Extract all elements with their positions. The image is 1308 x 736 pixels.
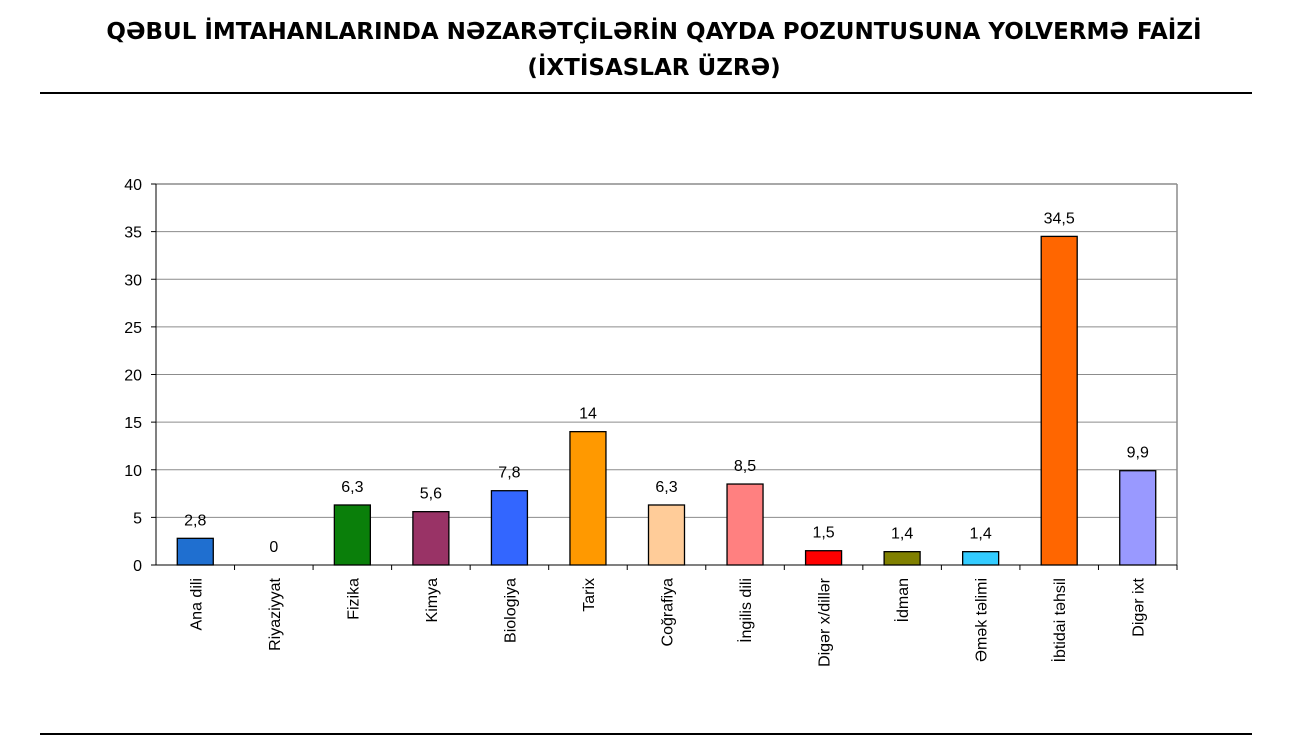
top-divider [40,92,1252,94]
y-tick-label: 10 [124,463,142,480]
data-label-3: 6,3 [341,479,363,496]
chart-title: QƏBUL İMTAHANLARINDA NƏZARƏTÇİLƏRİN QAYD… [0,14,1308,86]
category-label-9: Digər x/dillər [817,577,834,667]
data-label-11: 1,4 [970,526,992,543]
bar-5 [490,490,529,566]
bottom-divider [40,733,1252,735]
y-tick-label: 30 [124,272,142,289]
data-label-12: 34,5 [1044,210,1075,227]
category-label-1: Ana dili [188,578,205,630]
category-label-6: Tarix [581,578,598,612]
data-label-10: 1,4 [891,526,913,543]
category-label-13: Digər ixt [1131,577,1148,636]
bar-12 [1040,235,1078,566]
y-tick-label: 35 [124,225,142,242]
bar-1 [176,537,214,566]
category-label-3: Fizika [345,578,362,620]
category-label-2: Riyaziyyat [267,577,284,650]
data-label-9: 1,5 [812,525,834,542]
data-label-8: 8,5 [734,458,756,475]
y-tick-label: 5 [133,510,142,527]
bar-13 [1119,470,1157,566]
data-label-4: 5,6 [420,486,442,503]
chart-title-line-1: QƏBUL İMTAHANLARINDA NƏZARƏTÇİLƏRİN QAYD… [106,19,1202,45]
chart-title-line-2: (İXTİSASLAR ÜZRƏ) [527,55,781,81]
category-label-5: Biologiya [502,578,519,643]
category-label-10: İdman [893,578,912,622]
data-label-6: 14 [579,406,597,423]
y-tick-label: 15 [124,415,142,432]
y-tick-label: 20 [124,368,142,385]
bar-10 [883,551,921,566]
y-tick-label: 25 [124,320,142,337]
bar-3 [333,504,371,566]
bar-6 [569,430,607,566]
bar-8 [726,483,764,566]
bar-7 [647,504,686,566]
data-label-7: 6,3 [655,479,677,496]
y-tick-label: 0 [133,558,142,575]
category-label-11: Əmək təlimi [974,578,991,662]
bar-4 [412,511,450,566]
data-label-1: 2,8 [184,512,206,529]
category-label-12: İbtidai təhsil [1050,578,1069,663]
category-label-7: Coğrafiya [660,578,677,647]
category-label-4: Kimya [424,578,441,623]
data-label-5: 7,8 [498,465,520,482]
bar-9 [804,550,843,566]
y-tick-label: 40 [124,177,142,194]
bar-11 [962,551,1000,566]
data-label-2: 0 [269,539,278,556]
data-label-13: 9,9 [1127,445,1149,462]
category-label-8: İngilis dili [736,578,755,643]
